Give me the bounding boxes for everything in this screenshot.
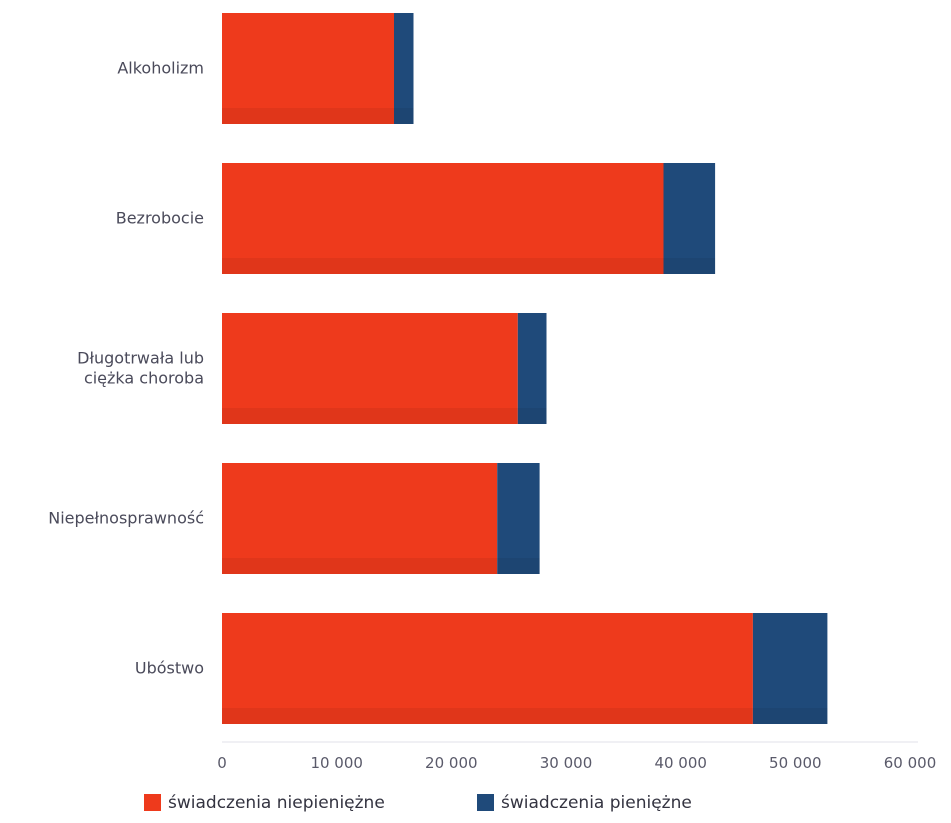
category-label-line: Ubóstwo: [135, 659, 204, 678]
bar-segment-niepieniezne: [222, 613, 753, 724]
bar-shade: [752, 708, 828, 724]
bar-segment-pieniezne: [663, 163, 716, 274]
category-label: Ubóstwo: [135, 659, 204, 678]
bar-segment-niepieniezne: [222, 13, 394, 124]
bar-segment-pieniezne: [517, 313, 547, 424]
x-tick-label: 60 000: [884, 754, 937, 772]
bar-shade: [222, 408, 518, 424]
bar-segment-niepieniezne: [222, 463, 498, 574]
category-label: Długotrwała lub ciężka choroba: [77, 349, 204, 388]
category-label-line: Niepełnosprawność: [48, 509, 204, 528]
x-tick-label: 50 000: [769, 754, 822, 772]
category-labels: Alkoholizm Bezrobocie Długotrwała lub ciężk…: [48, 59, 204, 678]
bar-shade: [222, 558, 498, 574]
bar-shade: [517, 408, 547, 424]
bar-segment-pieniezne: [497, 463, 540, 574]
legend-label: świadczenia niepieniężne: [168, 793, 385, 813]
bar-segment-pieniezne: [752, 613, 828, 724]
x-tick-label: 10 000: [310, 754, 363, 772]
category-label-line: Długotrwała lub: [77, 349, 204, 368]
category-label-line: ciężka choroba: [84, 369, 204, 388]
bar-shade: [663, 258, 716, 274]
legend: świadczenia niepieniężne świadczenia pien…: [144, 793, 692, 813]
x-tick-label: 40 000: [654, 754, 707, 772]
bar-shade: [394, 108, 414, 124]
category-label: Niepełnosprawność: [48, 509, 204, 528]
category-label-line: Alkoholizm: [117, 59, 204, 78]
bar-segment-pieniezne: [394, 13, 414, 124]
bar-shade: [222, 708, 753, 724]
bar-shade: [222, 258, 664, 274]
bar-shade: [497, 558, 540, 574]
bars-group: [222, 13, 828, 724]
x-tick-label: 0: [217, 754, 227, 772]
legend-swatch: [477, 794, 494, 811]
category-label: Bezrobocie: [116, 209, 204, 228]
x-tick-label: 20 000: [425, 754, 478, 772]
category-label: Alkoholizm: [117, 59, 204, 78]
bar-segment-niepieniezne: [222, 163, 664, 274]
x-tick-label: 30 000: [540, 754, 593, 772]
category-label-line: Bezrobocie: [116, 209, 204, 228]
bar-shade: [222, 108, 394, 124]
legend-label: świadczenia pieniężne: [501, 793, 692, 813]
x-axis-ticks: 0 10 000 20 000 30 000 40 000 50 000 60 000: [217, 754, 936, 772]
bar-segment-niepieniezne: [222, 313, 518, 424]
legend-swatch: [144, 794, 161, 811]
